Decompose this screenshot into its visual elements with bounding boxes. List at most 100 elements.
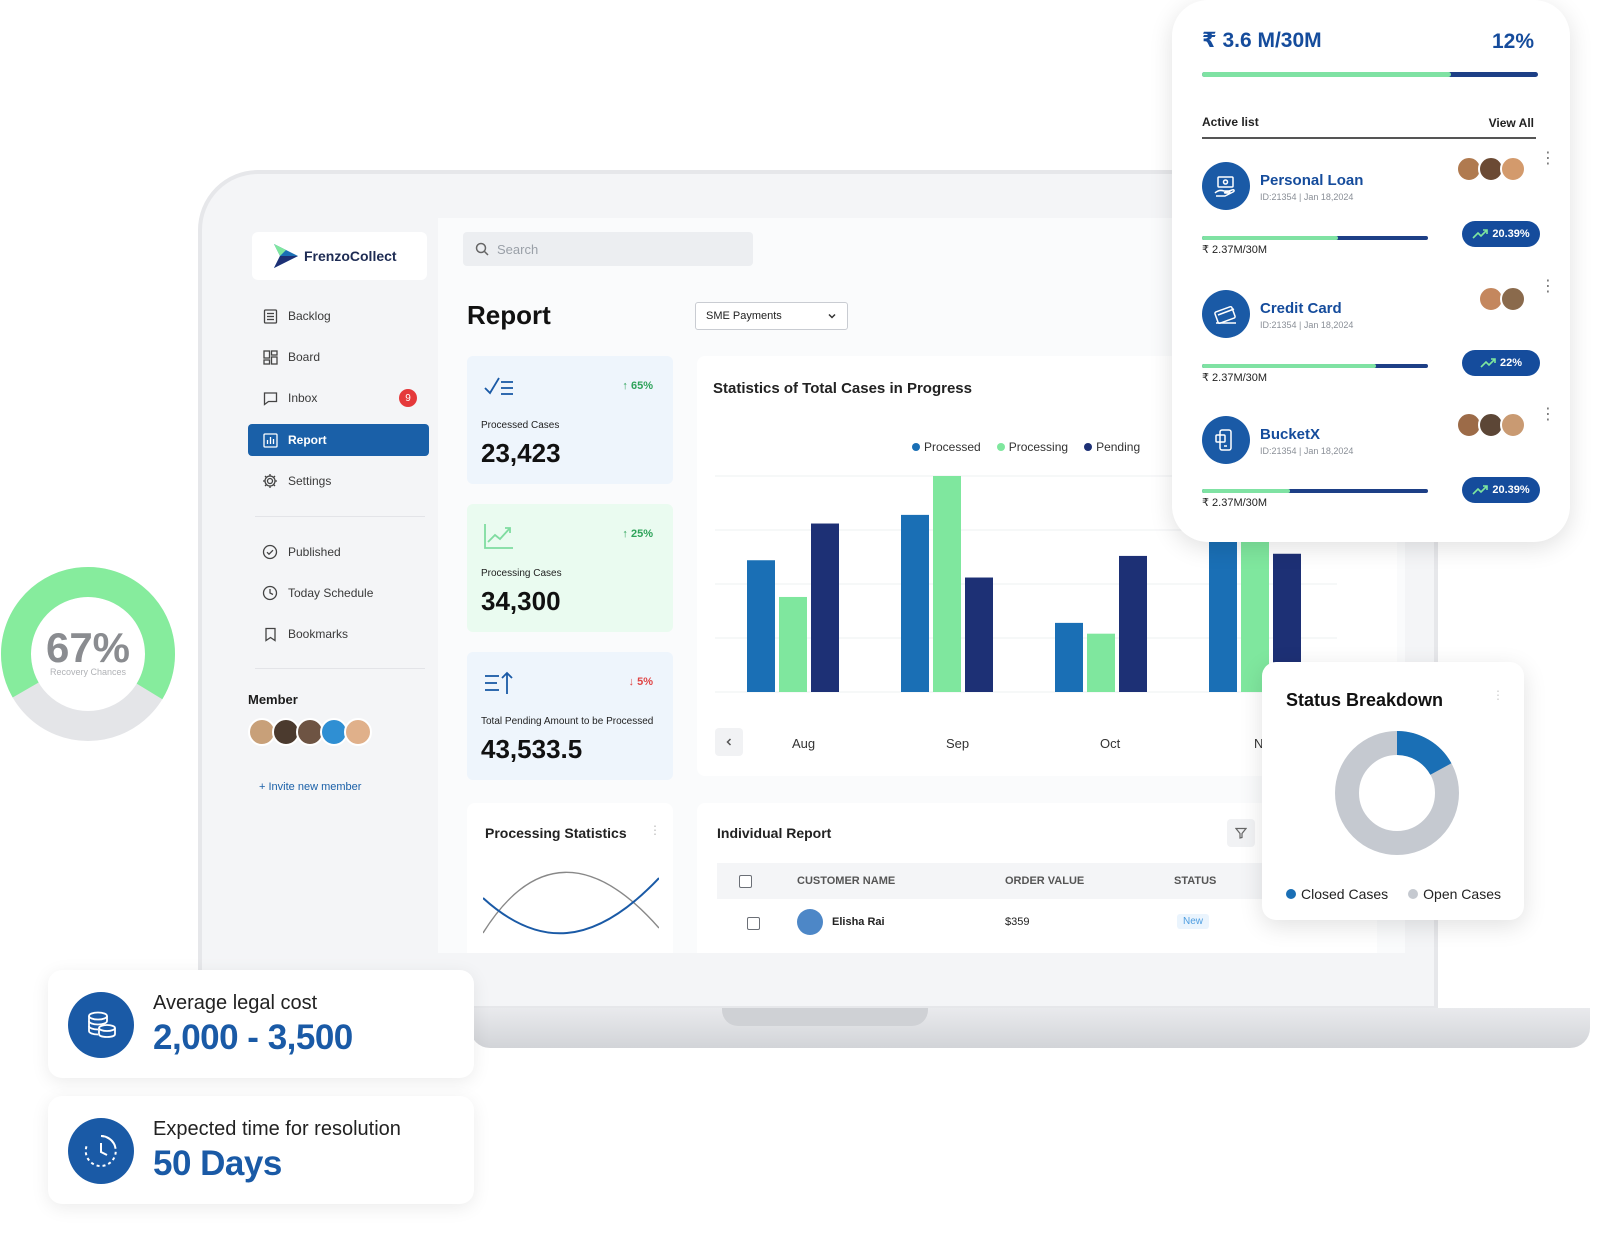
more-options-icon[interactable]: ⋮ <box>649 823 661 837</box>
clock-icon <box>262 585 278 601</box>
bar-processed-aug[interactable] <box>747 560 775 692</box>
bar-pending-oct[interactable] <box>1119 555 1147 692</box>
gear-icon <box>262 473 278 489</box>
chart-legend: Processed Processing Pending <box>912 440 1140 454</box>
gauge-value: 67% <box>45 624 131 671</box>
stat-card-processed: ↑ 65% Processed Cases 23,423 <box>467 356 673 484</box>
table-row[interactable]: Elisha Rai $359 New <box>717 903 1357 943</box>
stat-label: Processing Cases <box>481 568 562 579</box>
bar-pending-aug[interactable] <box>811 523 839 692</box>
bar-processed-sep[interactable] <box>901 514 929 692</box>
sidebar-item-bookmarks[interactable]: Bookmarks <box>248 618 429 650</box>
stat-card-pending-amount: ↓ 5% Total Pending Amount to be Processe… <box>467 652 673 780</box>
loan-id: ID:21354 | Jan 18,2024 <box>1260 446 1354 456</box>
sidebar-item-backlog[interactable]: Backlog <box>248 300 429 332</box>
active-list-title: Active list <box>1202 115 1259 129</box>
sidebar-item-label: Bookmarks <box>288 627 349 641</box>
search-input[interactable]: Search <box>463 232 753 266</box>
stat-value: 23,423 <box>481 438 561 468</box>
customer-name: Elisha Rai <box>832 916 885 928</box>
loan-amount: ₹ 2.37M/30M <box>1202 497 1268 509</box>
info-value: 50 Days <box>153 1144 282 1183</box>
credit-card-icon <box>1202 290 1250 338</box>
portfolio-card: ₹ 3.6 M/30M 12% Active list View All Per… <box>1172 0 1570 542</box>
delta-badge: ↑ 65% <box>622 380 653 392</box>
select-all-checkbox[interactable] <box>739 875 752 888</box>
avatar <box>1500 412 1526 438</box>
sidebar: FrenzoCollect Backlog Board Inbox 9 R <box>235 218 438 953</box>
legal-cost-card: Average legal cost 2,000 - 3,500 <box>48 970 474 1078</box>
sort-up-icon <box>485 671 513 694</box>
bookmark-icon <box>262 626 278 642</box>
legend-label: Closed Cases <box>1301 886 1389 902</box>
status-breakdown-card: Status Breakdown ⋮ Closed Cases Open Cas… <box>1262 662 1524 920</box>
invite-member-link[interactable]: + Invite new member <box>259 781 362 793</box>
category-dropdown[interactable]: SME Payments <box>695 302 848 330</box>
legend-label: Processed <box>924 440 981 454</box>
chart-title: Statistics of Total Cases in Progress <box>713 380 972 397</box>
inbox-count-badge: 9 <box>399 389 417 407</box>
column-header-status: STATUS <box>1174 875 1217 887</box>
chart-prev-button[interactable] <box>715 728 743 756</box>
loan-progress-fill <box>1202 364 1377 368</box>
loan-name[interactable]: Credit Card <box>1260 300 1342 317</box>
bar-processing-sep[interactable] <box>933 476 961 692</box>
legend-dot <box>1084 443 1093 451</box>
loan-id: ID:21354 | Jan 18,2024 <box>1260 320 1354 330</box>
legend-dot <box>1286 889 1296 899</box>
resolution-time-card: Expected time for resolution 50 Days <box>48 1096 474 1204</box>
avatar[interactable] <box>344 718 372 746</box>
more-options-icon[interactable]: ⋮ <box>1540 150 1556 167</box>
sidebar-item-label: Published <box>288 545 341 559</box>
sidebar-item-today-schedule[interactable]: Today Schedule <box>248 577 429 609</box>
laptop-base <box>470 1008 1590 1048</box>
sidebar-item-settings[interactable]: Settings <box>248 465 429 497</box>
gauge-fill <box>1 567 175 741</box>
stat-value: 43,533.5 <box>481 734 583 764</box>
more-options-icon[interactable]: ⋮ <box>1540 406 1556 423</box>
backlog-icon <box>262 308 278 324</box>
chevron-down-icon <box>828 313 836 319</box>
loan-growth-value: 20.39% <box>1492 484 1530 496</box>
gauge-ring <box>1 567 175 741</box>
sidebar-item-inbox[interactable]: Inbox 9 <box>248 382 429 414</box>
processing-statistics-panel: Processing Statistics ⋮ <box>467 803 673 953</box>
search-icon <box>475 242 489 256</box>
check-circle-icon <box>262 544 278 560</box>
loan-growth-value: 22% <box>1499 357 1523 369</box>
legend-label: Pending <box>1096 440 1141 454</box>
logo[interactable]: FrenzoCollect <box>252 232 427 280</box>
loan-name[interactable]: Personal Loan <box>1260 172 1364 189</box>
sidebar-item-published[interactable]: Published <box>248 536 429 568</box>
sidebar-divider <box>255 668 425 669</box>
filter-button[interactable] <box>1227 819 1255 847</box>
sidebar-item-label: Settings <box>288 474 332 488</box>
more-options-icon[interactable]: ⋮ <box>1540 278 1556 295</box>
loan-progress-track <box>1202 489 1428 493</box>
table-header: CUSTOMER NAME ORDER VALUE STATUS <box>717 863 1357 899</box>
legend-item-processed: Processed <box>912 440 981 454</box>
bar-pending-sep[interactable] <box>965 577 993 692</box>
sidebar-item-report[interactable]: Report <box>248 424 429 456</box>
view-all-link[interactable]: View All <box>1488 116 1534 130</box>
loan-name[interactable]: BucketX <box>1260 426 1321 443</box>
avatar[interactable] <box>320 718 348 746</box>
row-checkbox[interactable] <box>747 917 760 930</box>
loan-avatars <box>1478 286 1526 312</box>
legend-dot <box>912 443 920 451</box>
bar-processing-oct[interactable] <box>1087 633 1115 692</box>
stat-value: 34,300 <box>481 586 561 616</box>
avatar <box>1478 286 1504 312</box>
sidebar-item-board[interactable]: Board <box>248 341 429 373</box>
portfolio-percent: 12% <box>1491 30 1534 53</box>
loan-progress-fill <box>1202 489 1291 493</box>
board-icon <box>262 349 278 365</box>
x-tick-label: Oct <box>1100 736 1121 751</box>
avatar[interactable] <box>272 718 300 746</box>
clock-icon <box>68 1118 134 1184</box>
bar-processed-nov[interactable] <box>1209 523 1237 692</box>
gauge-label: Recovery Chances <box>49 667 127 677</box>
more-options-icon[interactable]: ⋮ <box>1492 688 1504 702</box>
bar-processed-oct[interactable] <box>1055 622 1083 692</box>
bar-processing-aug[interactable] <box>779 596 807 692</box>
